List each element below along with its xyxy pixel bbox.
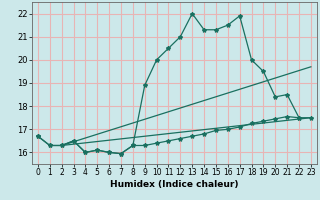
- X-axis label: Humidex (Indice chaleur): Humidex (Indice chaleur): [110, 180, 239, 189]
